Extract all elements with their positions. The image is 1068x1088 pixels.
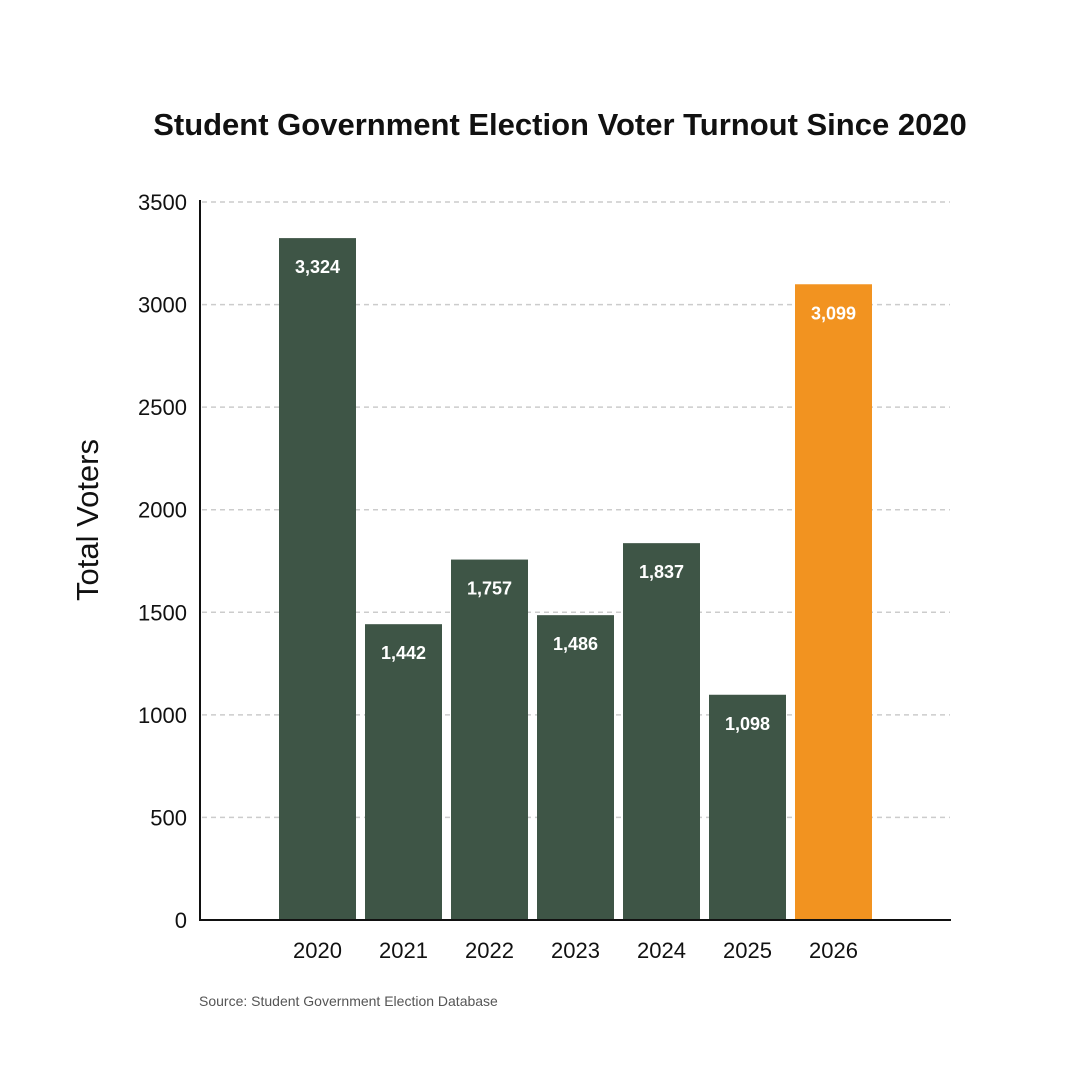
bars: 3,324 1,442 1,757 1,486 1,837 1,098 3,099	[279, 238, 872, 920]
chart-title: Student Government Election Voter Turnou…	[153, 107, 967, 142]
bar-2022	[451, 559, 528, 920]
x-tick-label: 2022	[465, 938, 514, 963]
data-label: 1,757	[467, 579, 512, 599]
y-axis-ticks: 0 500 1000 1500 2000 2500 3000 3500	[138, 190, 187, 933]
y-tick-label: 500	[150, 805, 187, 830]
bar-2020	[279, 238, 356, 920]
data-label: 3,324	[295, 257, 340, 277]
y-tick-label: 1000	[138, 703, 187, 728]
x-tick-label: 2026	[809, 938, 858, 963]
y-tick-label: 0	[175, 908, 187, 933]
x-tick-label: 2020	[293, 938, 342, 963]
data-label: 1,486	[553, 634, 598, 654]
bar-2023	[537, 615, 614, 920]
data-label: 3,099	[811, 303, 856, 323]
y-tick-label: 3000	[138, 293, 187, 318]
y-tick-label: 2000	[138, 498, 187, 523]
x-tick-label: 2021	[379, 938, 428, 963]
x-tick-label: 2025	[723, 938, 772, 963]
x-axis-ticks: 2020 2021 2022 2023 2024 2025 2026	[293, 938, 858, 963]
y-tick-label: 3500	[138, 190, 187, 215]
source-note: Source: Student Government Election Data…	[199, 993, 498, 1009]
y-tick-label: 1500	[138, 600, 187, 625]
bar-2025	[709, 694, 786, 920]
bar-2024	[623, 543, 700, 920]
data-label: 1,442	[381, 643, 426, 663]
bar-2021	[365, 624, 442, 920]
y-axis-label: Total Voters	[70, 439, 105, 601]
y-tick-label: 2500	[138, 395, 187, 420]
x-tick-label: 2023	[551, 938, 600, 963]
bar-2026	[795, 284, 872, 920]
data-label: 1,098	[725, 714, 770, 734]
x-tick-label: 2024	[637, 938, 686, 963]
data-label: 1,837	[639, 562, 684, 582]
